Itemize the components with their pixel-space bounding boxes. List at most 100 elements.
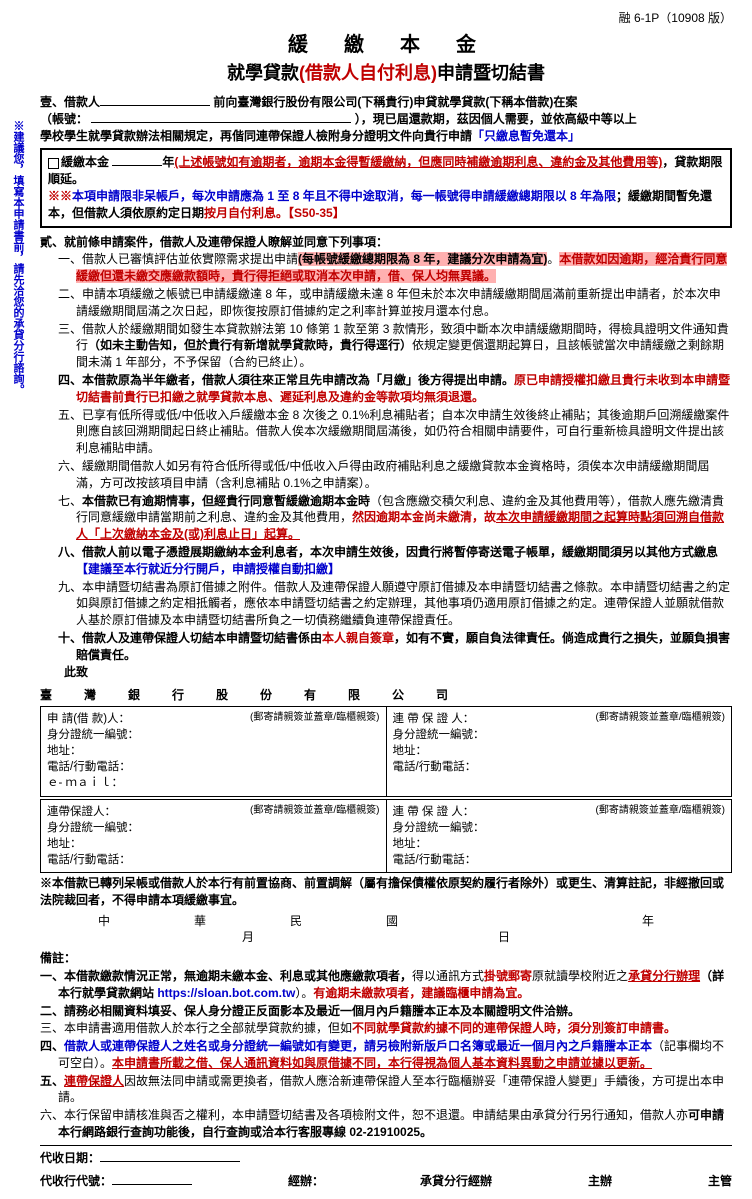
intro-block: 壹、借款人 前向臺灣銀行股份有限公司(下稱貴行)申貸就學貸款(下稱本借款)在案 … [40,94,732,144]
i7a: 七、 [58,494,82,508]
i7d: 然因逾期本金尚未繳清，故 [352,510,496,524]
r3b: 不同就學貸款約據不同的連帶保證人時，須分別簽訂申請書。 [352,1021,676,1035]
intro-4: ），現已屆還款期，茲因個人需要，並依高級中等以上 [355,112,637,126]
code-date-label: 代收日期： [40,1151,100,1165]
item-6: 六、緩繳期間借款人如另有符合低所得或低/中低收入戶得由政府補貼利息之緩繳貸款本金… [58,458,732,492]
cell-applicant: 申 請(借 款)人： (郵寄請親簽並蓋章/臨櫃親簽) 身分證統一編號： 地址： 電… [41,707,387,796]
lbl-addr-1: 地址： [47,743,380,759]
r3a: 三、本申請書適用借款人於本行之全部就學貸款約據，但如 [40,1021,352,1035]
r1c: 掛號郵寄 [484,969,532,983]
r5b: 連帶保證人 [64,1074,124,1088]
lbl-guarantor-3: 連 帶 保 證 人： [393,804,475,820]
i8b: 【建議至本行就近分行開戶，申請授權自動扣繳】 [76,562,340,576]
intro-3: （帳號： [40,112,88,126]
r1e: 承貸分行辦理 [628,969,700,983]
i8a: 八、借款人前以電子憑證展期繳納本金利息者，本次申請生效後，因貴行將暫停寄送電子帳… [58,545,718,559]
item-list: 一、借款人已審慎評估並依實際需求提出申請(每帳號緩繳總期限為 8 年，建議分次申… [58,251,732,663]
title-red: (借款人自付利息) [299,63,437,83]
blank-years[interactable] [112,154,162,166]
lbl-id-1: 身分證統一編號： [47,727,380,743]
r5: 五、連帶保證人因故無法同申請或需更換者，借款人應洽新連帶保證人至本行臨櫃辦妥「連… [40,1073,732,1107]
code2-label: 代收行代號： [40,1174,112,1188]
r4: 四、借款人或連帶保證人之姓名或身分證統一編號如有變更，請另檢附新版戶口名簿或最近… [40,1038,732,1072]
lbl-id-3: 身分證統一編號： [47,820,380,836]
item-5: 五、已享有低所得或低/中低收入戶緩繳本金 8 次後之 0.1%利息補貼者；自本次… [58,407,732,457]
i1b: (每帳號緩繳總期限為 8 年，建議分次申請為宜) [298,252,547,266]
lbl-guarantor-1: 連 帶 保 證 人： [393,711,475,727]
lbl-email: ｅ- ｍａｉｌ： [47,775,380,791]
lbl-addr-2: 地址： [393,743,726,759]
seal-note-3: (郵寄請親簽並蓋章/臨櫃親簽) [250,804,379,820]
item-1: 一、借款人已審慎評估並依實際需求提出申請(每帳號緩繳總期限為 8 年，建議分次申… [58,251,732,285]
checkbox-defer[interactable] [48,158,59,169]
cz: 此致 [64,664,732,681]
title-post: 申請暨切結書 [437,63,545,83]
lbl-applicant: 申 請(借 款)人： [47,711,130,727]
item-2: 二、申請本項緩繳之帳號已申請緩繳達 8 年，或申請緩繳未達 8 年但未於本次申請… [58,286,732,320]
item-8: 八、借款人前以電子憑證展期繳納本金利息者，本次申請生效後，因貴行將暫停寄送電子帳… [58,544,732,578]
signature-table-2: 連帶保證人： (郵寄請親簽並蓋章/臨櫃親簽) 身分證統一編號： 地址： 電話/行動… [40,799,732,873]
lbl-tel-4: 電話/行動電話： [393,852,726,868]
terms-box: 緩繳本金 年(上述帳號如有逾期者，逾期本金得暫緩繳納，但應同時補繳逾期利息、違約… [40,148,732,227]
r1i: 有逾期未繳款項者，建議臨櫃申請為宜。 [313,986,529,1000]
seal-note-4: (郵寄請親簽並蓋章/臨櫃親簽) [596,804,725,820]
box-l1c: (上述帳號如有逾期者，逾期本金得暫緩繳納，但應同時補繳逾期利息、違約金及其他費用… [174,155,662,169]
box-l2d: 按月自付利息。【S50-35】 [204,206,345,220]
item-7: 七、本借款已有逾期情事，但經貴行同意暫緩繳逾期本金時（包含應繳交積欠利息、違約金… [58,493,732,543]
r1g: https://sloan.bot.com.tw [157,986,295,1000]
item-10: 十、借款人及連帶保證人切結本申請暨切結書係由本人親自簽章，如有不實，願自負法律責… [58,630,732,664]
i4a: 四、本借款原為半年繳者，借款人須往來正常且先申請改為「月繳」後方得提出申請。 [58,373,514,387]
divider [40,1145,732,1146]
i10a: 十、借款人及連帶保證人切結本申請暨切結書係由 [58,631,322,645]
intro-5: 學校學生就學貸款辦法相關規定，再偕同連帶保證人檢附身分證明文件向貴行申請 [40,129,472,143]
r3: 三、本申請書適用借款人於本行之全部就學貸款約據，但如不同就學貸款約據不同的連帶保… [40,1020,732,1037]
box-l2a: ※※ [48,189,72,203]
item-4: 四、本借款原為半年繳者，借款人須往來正常且先申請改為「月繳」後方得提出申請。原已… [58,372,732,406]
intro-1: 壹、借款人 [40,95,100,109]
item-9: 九、本申請暨切結書為原訂借據之附件。借款人及連帶保證人願遵守原訂借據及本申請暨切… [58,579,732,629]
lbl-id-4: 身分證統一編號： [393,820,726,836]
i3b: （如未主動告知，但於貴行有新增就學貸款時，貴行得逕行） [88,338,412,352]
cell-guarantor-1: 連 帶 保 證 人：(郵寄請親簽並蓋章/臨櫃親簽) 身分證統一編號： 地址： 電… [386,707,732,796]
r1h: ）。 [295,986,313,1000]
r1a: 一、本借款繳款情況正常，無逾期未繳本金、利息或其他應繳款項者， [40,969,412,983]
r2: 二、請務必相關資料填妥、保人身分證正反面影本及最近一個月內戶籍謄本正本及本關證明… [40,1003,732,1020]
i1a: 一、借款人已審慎評估並依實際需求提出申請 [58,252,298,266]
b3: 主辦 [588,1173,612,1190]
blank-borrower[interactable] [100,94,210,106]
remark-head: 備註： [40,950,732,967]
item-3: 三、借款人於緩繳期間如發生本貸款辦法第 10 條第 1 款至第 3 款情形，致須… [58,321,732,371]
intro-6: 「只繳息暫免還本」 [472,129,580,143]
section2-head: 貳、就前條申請案件，借款人及連帶保證人瞭解並同意下列事項： [40,234,732,251]
lbl-addr-4: 地址： [393,836,726,852]
r4d: 本申請書所載之借、保人通訊資料如與原借據不同，本行得視為個人基本資料異動之申請並… [112,1056,652,1070]
r5a: 五、 [40,1074,64,1088]
form-code: 融 6-1P（10908 版） [40,10,732,27]
lbl-addr-3: 地址： [47,836,380,852]
seal-note-1: (郵寄請親簽並蓋章/臨櫃親簽) [250,711,379,727]
i1c: 。 [547,252,559,266]
bottom-row: 代收行代號： 經辦： 承貸分行經辦 主辦 主管 [40,1173,732,1190]
r4b: 借款人或連帶保證人之姓名或身分證統一編號如有變更，請另檢附新版戶口名簿或最近一個… [64,1039,652,1053]
note-star: ※本借款已轉列呆帳或借款人於本行有前置協商、前置調解（屬有擔保債權依原契約履行者… [40,875,732,909]
cell-guarantor-3: 連 帶 保 證 人： (郵寄請親簽並蓋章/臨櫃親簽) 身分證統一編號： 地址： 電… [386,799,732,872]
lbl-id-2: 身分證統一編號： [393,727,726,743]
code-row-1: 代收日期： [40,1150,732,1167]
seal-note-2: (郵寄請親簽並蓋章/臨櫃親簽) [596,711,725,727]
r1: 一、本借款繳款情況正常，無逾期未繳本金、利息或其他應繳款項者，得以通訊方式掛號郵… [40,968,732,1002]
r5c: 因故無法同申請或需更換者，借款人應洽新連帶保證人至本行臨櫃辦妥「連帶保證人變更」… [58,1074,724,1105]
blank-code2[interactable] [112,1173,192,1185]
footer-list: 一、本借款繳款情況正常，無逾期未繳本金、利息或其他應繳款項者，得以通訊方式掛號郵… [40,968,732,1141]
blank-account[interactable] [91,111,351,123]
sidebar-note: ※建議您，填寫本申請書前，請先洽您的承貸分行諮詢。 [8,120,24,395]
lbl-tel-1: 電話/行動電話： [47,759,380,775]
r6a: 六、本行保留申請核准與否之權利，本申請暨切結書及各項檢附文件，恕不退還。申請結果… [40,1108,688,1122]
lbl-guarantor-2: 連帶保證人： [47,804,116,820]
intro-2: 前向臺灣銀行股份有限公司(下稱貴行)申貸就學貸款(下稱本借款)在案 [213,95,577,109]
title-top: 緩 繳 本 金 [40,31,732,59]
r6: 六、本行保留申請核准與否之權利，本申請暨切結書及各項檢附文件，恕不退還。申請結果… [40,1107,732,1141]
i7b: 本借款已有逾期情事，但經貴行同意暫緩繳逾期本金時 [82,494,370,508]
i10b: 本人親自簽章 [322,631,394,645]
blank-code-date[interactable] [100,1150,240,1162]
r4a: 四、 [40,1039,64,1053]
